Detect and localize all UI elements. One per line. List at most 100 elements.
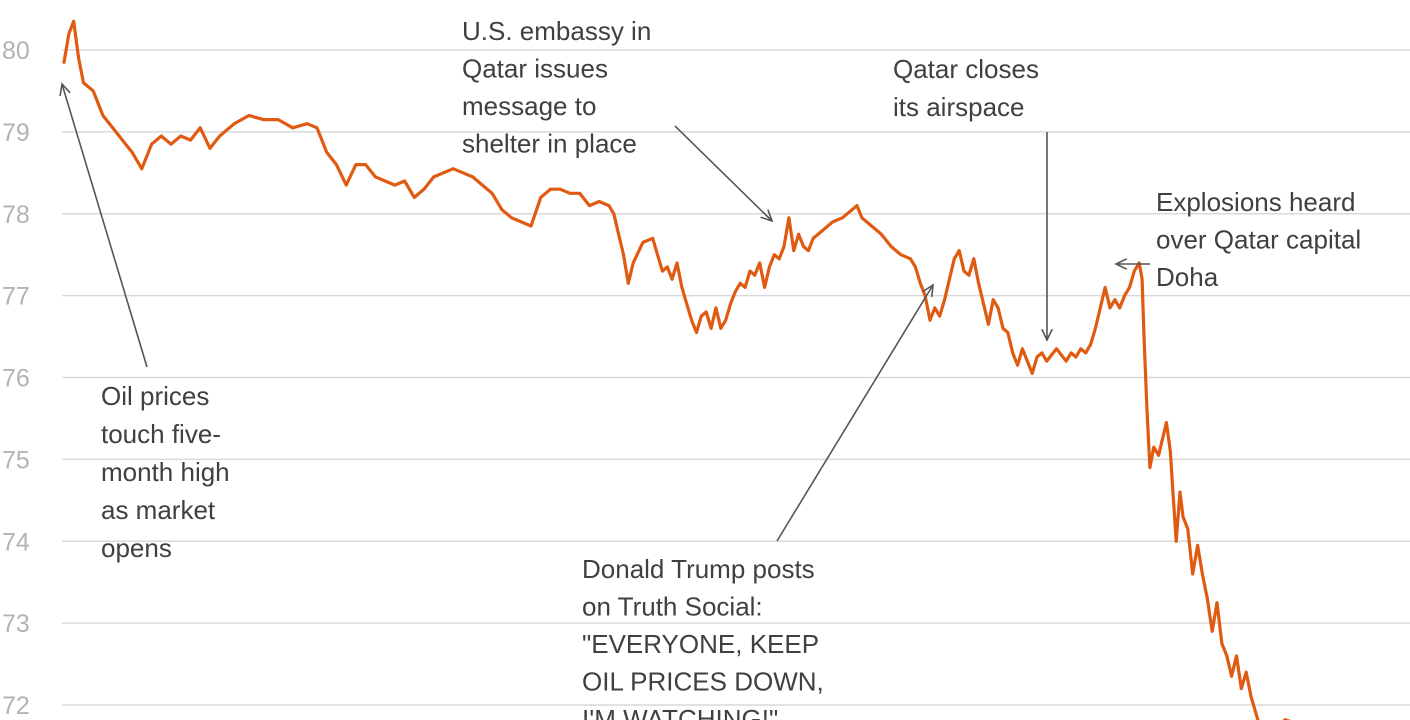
annotation-line: Qatar issues: [462, 54, 608, 84]
y-tick-label: 73: [2, 610, 30, 638]
data-point: [918, 281, 922, 285]
data-point: [972, 257, 976, 261]
arrowhead-icon: [760, 209, 774, 223]
data-point: [471, 175, 475, 179]
data-point: [578, 191, 582, 195]
data-point: [617, 232, 620, 236]
data-point: [101, 114, 105, 117]
data-point: [914, 265, 917, 269]
data-point: [699, 314, 703, 318]
data-point: [821, 228, 825, 232]
data-point: [680, 286, 684, 289]
data-point: [412, 196, 416, 199]
data-point: [631, 261, 635, 265]
data-point: [607, 204, 611, 208]
data-point: [510, 216, 513, 220]
data-point: [962, 269, 966, 273]
annotation-line: message to: [462, 91, 596, 121]
data-point: [1157, 453, 1160, 457]
data-point: [1220, 642, 1224, 645]
data-point: [763, 286, 766, 289]
data-point: [943, 298, 946, 302]
annotation-line: OIL PRICES DOWN,: [582, 667, 824, 697]
annotation-us-embassy: U.S. embassy in Qatar issues message to she…: [462, 16, 774, 223]
data-point: [831, 220, 835, 224]
arrowhead-icon: [1041, 328, 1053, 342]
gridlines: [62, 49, 1410, 706]
data-point: [729, 302, 732, 306]
data-point: [291, 126, 295, 130]
data-point: [933, 306, 937, 310]
data-point: [1108, 306, 1112, 310]
annotation-line: its airspace: [893, 92, 1025, 122]
data-point: [651, 236, 655, 240]
data-point: [539, 196, 543, 199]
data-point: [714, 306, 718, 310]
y-tick-label: 79: [2, 119, 30, 147]
price-series: [62, 19, 1291, 720]
data-point: [724, 318, 728, 322]
annotation-line: Oil prices: [101, 381, 209, 411]
data-point: [802, 245, 805, 248]
data-point: [860, 216, 864, 220]
data-point: [1132, 269, 1136, 273]
data-point: [1239, 687, 1243, 690]
data-point: [159, 134, 163, 138]
data-point: [549, 187, 552, 191]
data-point: [150, 142, 154, 146]
data-point: [67, 32, 71, 35]
data-point: [1123, 294, 1126, 297]
data-point: [695, 331, 698, 334]
data-point: [1040, 351, 1044, 355]
data-point: [247, 114, 251, 117]
data-point: [1074, 355, 1078, 359]
annotation-explosions-doha: Explosions heard over Qatar capital Doha: [1114, 187, 1361, 292]
data-point: [77, 56, 80, 60]
data-point: [140, 167, 144, 171]
data-point: [719, 327, 723, 330]
data-point: [928, 318, 932, 322]
y-tick-label: 75: [2, 446, 30, 474]
data-point: [991, 298, 995, 302]
data-point: [1064, 359, 1068, 363]
data-point: [232, 122, 236, 126]
data-point: [1201, 572, 1204, 576]
data-point: [685, 302, 689, 306]
data-point: [782, 245, 786, 248]
data-point: [899, 253, 903, 257]
data-point: [1118, 306, 1122, 310]
y-tick-label: 80: [2, 37, 30, 65]
annotation-qatar-airspace: Qatar closes its airspace: [893, 54, 1053, 342]
y-tick-label: 76: [2, 365, 30, 393]
data-point: [169, 142, 173, 146]
data-point: [1235, 654, 1238, 658]
data-point: [1025, 359, 1029, 363]
data-point: [792, 249, 796, 253]
annotation-line: as market: [101, 495, 216, 525]
data-point: [855, 204, 859, 208]
data-point: [670, 277, 674, 281]
data-point: [938, 314, 942, 318]
annotation-arrow: [674, 125, 773, 222]
data-point: [982, 302, 985, 306]
data-point: [179, 134, 183, 138]
data-point: [768, 265, 771, 269]
data-point: [1181, 515, 1185, 519]
data-point: [1152, 445, 1156, 449]
data-point: [656, 253, 659, 257]
y-axis-tick-labels: 80 79 78 77 76 75 74 73 72: [2, 37, 30, 720]
data-point: [841, 216, 844, 220]
data-point: [189, 138, 192, 142]
data-point: [661, 269, 664, 273]
annotation-text: Donald Trump posts on Truth Social: "EVERY…: [582, 554, 824, 720]
data-point: [811, 236, 815, 240]
y-tick-label: 74: [2, 528, 30, 556]
data-point: [597, 200, 601, 203]
data-point: [704, 310, 708, 314]
data-point: [1254, 711, 1258, 715]
annotation-line: opens: [101, 533, 172, 563]
data-point: [748, 269, 752, 273]
data-point: [1244, 670, 1248, 674]
data-point: [1094, 327, 1097, 330]
data-point: [709, 327, 713, 330]
